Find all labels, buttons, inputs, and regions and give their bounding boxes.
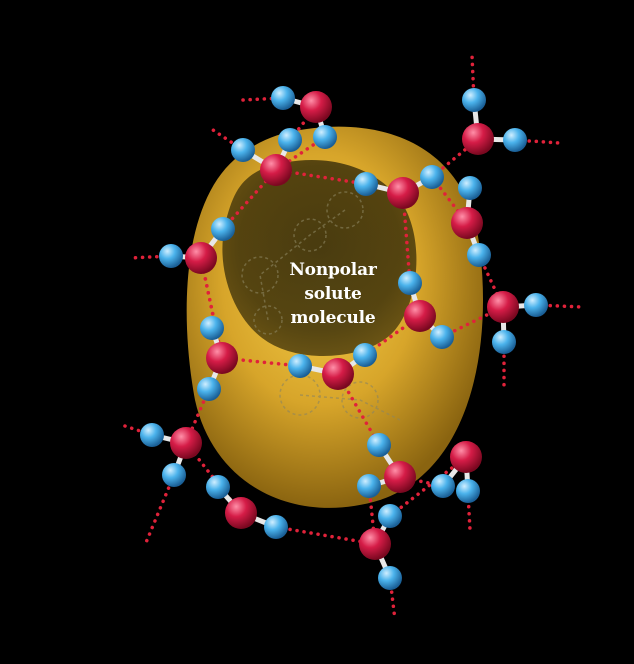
hydrogen-atom xyxy=(420,165,444,189)
hydrogen-atom xyxy=(467,243,491,267)
hydrogen-atom xyxy=(211,217,235,241)
hydrogen-atom xyxy=(503,128,527,152)
hydrogen-atom xyxy=(431,474,455,498)
water-molecule xyxy=(140,423,202,487)
hydrogen-atom xyxy=(398,271,422,295)
oxygen-atom xyxy=(322,358,354,390)
hydrogen-atom xyxy=(197,377,221,401)
hydrogen-bond xyxy=(274,525,377,546)
oxygen-atom xyxy=(170,427,202,459)
water-molecule xyxy=(197,316,238,401)
solute-label-line-2: solute xyxy=(304,284,362,304)
hydrogen-bond xyxy=(120,423,154,437)
oxygen-atom xyxy=(404,300,436,332)
solute-label-line-1: Nonpolar xyxy=(289,260,377,280)
water-molecule xyxy=(431,441,482,503)
hydrogen-atom xyxy=(462,88,486,112)
hydrogen-atom xyxy=(162,463,186,487)
water-molecules xyxy=(140,86,548,590)
oxygen-atom xyxy=(451,207,483,239)
water-molecule xyxy=(354,165,444,209)
water-molecule xyxy=(451,176,491,267)
water-molecule xyxy=(206,475,288,539)
hydrogen-atom xyxy=(140,423,164,447)
hydrogen-atom xyxy=(430,325,454,349)
solute-label: Nonpolar solute molecule xyxy=(268,258,398,330)
solute-ghost-structure xyxy=(241,191,401,421)
oxygen-atom xyxy=(225,497,257,529)
oxygen-atom xyxy=(206,342,238,374)
hydrogen-atom xyxy=(264,515,288,539)
water-molecule xyxy=(398,271,454,349)
water-molecule xyxy=(462,88,527,155)
hydrogen-atom xyxy=(200,316,224,340)
water-molecule xyxy=(271,86,337,149)
water-molecule xyxy=(487,291,548,354)
hydrogen-atom xyxy=(159,244,183,268)
oxygen-atom xyxy=(185,242,217,274)
hydrogen-atom xyxy=(357,474,381,498)
water-molecule xyxy=(231,128,302,186)
hydrogen-atom xyxy=(271,86,295,110)
hydrogen-bond xyxy=(199,256,217,327)
oxygen-atom xyxy=(384,461,416,493)
hydrogen-atom xyxy=(231,138,255,162)
hydrogen-atom xyxy=(367,433,391,457)
water-molecule xyxy=(359,504,402,590)
hydrogen-atom xyxy=(354,172,378,196)
hydrogen-atom xyxy=(288,354,312,378)
hydrogen-atom xyxy=(456,479,480,503)
solute-molecule xyxy=(186,126,484,508)
hydrogen-atom xyxy=(492,330,516,354)
solute-label-line-3: molecule xyxy=(290,308,376,328)
hydrogen-atom xyxy=(278,128,302,152)
oxygen-atom xyxy=(450,441,482,473)
hydrogen-atom xyxy=(353,343,377,367)
oxygen-atom xyxy=(487,291,519,323)
hydrogen-bond xyxy=(143,473,176,547)
oxygen-atom xyxy=(260,154,292,186)
water-molecule xyxy=(357,433,416,498)
hydrogen-atom xyxy=(378,566,402,590)
oxygen-atom xyxy=(359,528,391,560)
hydrogen-bond xyxy=(388,455,468,518)
hydrogen-bond xyxy=(241,96,285,102)
water-molecule xyxy=(159,217,235,274)
oxygen-atom xyxy=(462,123,494,155)
hydrogen-atom xyxy=(524,293,548,317)
oxygen-atom xyxy=(387,177,419,209)
water-molecule xyxy=(288,343,377,390)
hydrogen-bond xyxy=(221,168,278,231)
hydrogen-atom xyxy=(458,176,482,200)
hydrogen-bond xyxy=(477,253,505,309)
hydrogen-atom xyxy=(206,475,230,499)
hydrogen-atom xyxy=(313,125,337,149)
oxygen-atom xyxy=(300,91,332,123)
hydrogen-atom xyxy=(378,504,402,528)
